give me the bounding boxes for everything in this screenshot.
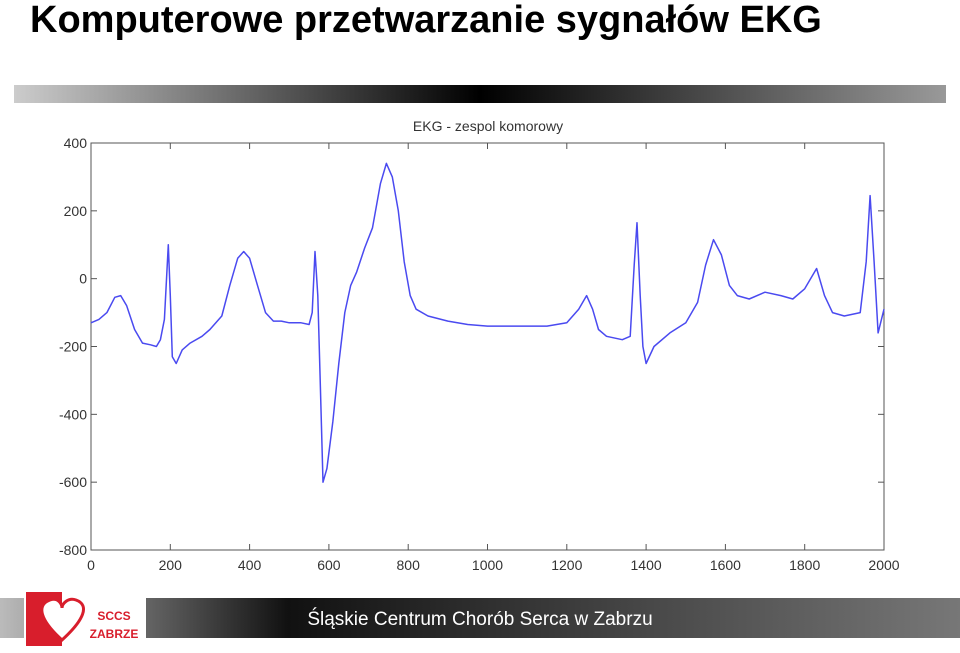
y-tick-label: -400 — [59, 406, 87, 422]
slide-title: Komputerowe przetwarzanie sygnałów EKG — [30, 0, 822, 41]
y-tick-label: 0 — [79, 271, 87, 287]
logo-text: SCCS — [97, 609, 130, 623]
y-tick-label: -800 — [59, 542, 87, 558]
chart-title: EKG - zespol komorowy — [413, 118, 563, 134]
x-tick-label: 1200 — [551, 557, 582, 573]
plot-frame — [90, 142, 885, 551]
x-tick-label: 1600 — [710, 557, 741, 573]
x-tick-label: 400 — [238, 557, 262, 573]
x-tick-label: 0 — [87, 557, 95, 573]
y-tick-label: -600 — [59, 474, 87, 490]
x-tick-label: 200 — [159, 557, 183, 573]
x-tick-label: 1000 — [472, 557, 503, 573]
x-tick-label: 600 — [317, 557, 341, 573]
header-bar — [14, 85, 946, 103]
x-tick-label: 1400 — [631, 557, 662, 573]
logo-text: ZABRZE — [90, 627, 139, 641]
footer-text: Śląskie Centrum Chorób Serca w Zabrzu — [307, 608, 652, 630]
x-tick-label: 2000 — [868, 557, 899, 573]
footer-bar — [0, 598, 960, 638]
y-tick-label: -200 — [59, 339, 87, 355]
ecg-line — [90, 162, 885, 483]
y-tick-label: 200 — [64, 203, 88, 219]
x-tick-label: 1800 — [789, 557, 820, 573]
x-tick-label: 800 — [397, 557, 421, 573]
logo-heart — [40, 597, 86, 643]
y-tick-label: 400 — [64, 135, 88, 151]
